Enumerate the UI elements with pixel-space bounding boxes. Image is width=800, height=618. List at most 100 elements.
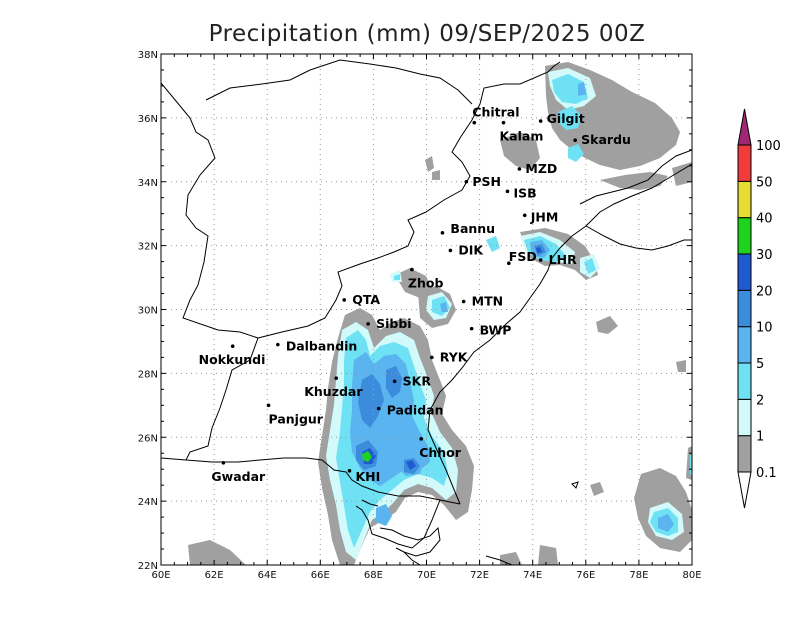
city-label: Khuzdar bbox=[304, 384, 363, 399]
city-marker: Sibbi bbox=[366, 316, 412, 331]
city-dot bbox=[266, 403, 271, 408]
city-dot bbox=[430, 355, 434, 360]
city-markers: Chitral Gilgit Kalam Skardu MZD PSH ISB JHM Bann… bbox=[199, 105, 631, 484]
city-dot bbox=[522, 213, 527, 218]
coastline-west bbox=[161, 457, 461, 505]
lon-tick-label: 68E bbox=[364, 570, 383, 581]
city-dot bbox=[448, 248, 453, 253]
city-label: QTA bbox=[352, 292, 380, 307]
map-title: Precipitation (mm) 09/SEP/2025 00Z bbox=[209, 21, 646, 47]
city-dot bbox=[419, 437, 423, 441]
colorbar-below-arrow bbox=[737, 471, 752, 509]
colorbar-segment bbox=[737, 144, 752, 182]
axis-ticks: 60E 62E 64E 66E 68E 70E 72E 74E 76E 78E 80E 22N 24N 2… bbox=[138, 50, 702, 581]
lat-tick-label: 24N bbox=[138, 497, 158, 508]
city-dot bbox=[469, 326, 474, 331]
iran-afghanistan-border bbox=[161, 82, 259, 339]
pakistan-india-border bbox=[427, 163, 692, 505]
city-label: Skardu bbox=[581, 132, 631, 147]
coastline-india-west bbox=[355, 499, 441, 549]
city-marker: Padidan bbox=[376, 403, 443, 418]
lon-tick-label: 72E bbox=[470, 570, 489, 581]
lon-tick-label: 62E bbox=[205, 570, 224, 581]
city-marker: Gwadar bbox=[211, 461, 266, 484]
lon-tick-label: 60E bbox=[151, 570, 170, 581]
city-label: KHI bbox=[356, 469, 381, 484]
city-marker: FSD bbox=[507, 249, 537, 265]
lat-tick-label: 32N bbox=[138, 242, 158, 253]
city-marker: LHR bbox=[538, 252, 577, 267]
city-marker: SKR bbox=[392, 373, 432, 388]
city-label: Dalbandin bbox=[286, 339, 358, 354]
coastline-and-borders bbox=[161, 59, 692, 565]
city-dot bbox=[221, 461, 226, 465]
city-marker: KHI bbox=[347, 468, 381, 484]
colorbar-label: 30 bbox=[756, 248, 773, 263]
city-dot bbox=[472, 120, 477, 125]
colorbar-segment bbox=[737, 289, 752, 328]
kashmir-line bbox=[579, 149, 692, 205]
city-dot bbox=[230, 344, 235, 349]
lon-tick-label: 78E bbox=[629, 570, 648, 581]
lat-tick-label: 38N bbox=[138, 50, 158, 61]
iran-pakistan-border bbox=[185, 337, 259, 461]
city-label: Kalam bbox=[499, 129, 543, 144]
city-marker: DIK bbox=[448, 242, 484, 257]
city-label: Bannu bbox=[450, 221, 495, 236]
city-dot bbox=[392, 379, 397, 384]
city-marker: MZD bbox=[517, 161, 557, 176]
city-marker: MTN bbox=[461, 294, 503, 309]
coast-east-segment bbox=[485, 555, 513, 565]
gulf-of-kutch bbox=[379, 526, 441, 557]
city-dot bbox=[440, 231, 445, 235]
city-marker: Zhob bbox=[408, 267, 443, 291]
colorbar-label: 40 bbox=[756, 212, 773, 227]
city-marker: QTA bbox=[342, 292, 380, 307]
city-label: MTN bbox=[472, 294, 503, 309]
island-1 bbox=[571, 481, 579, 489]
city-marker: ISB bbox=[505, 185, 537, 200]
city-marker: Panjgur bbox=[266, 403, 324, 426]
city-dot bbox=[347, 468, 352, 473]
city-dot bbox=[334, 376, 339, 380]
lat-tick-label: 36N bbox=[138, 114, 158, 125]
city-dot bbox=[538, 119, 543, 123]
city-dot bbox=[342, 298, 346, 302]
colorbar-segment bbox=[737, 326, 752, 364]
colorbar-segment bbox=[737, 180, 752, 219]
colorbar-segment bbox=[737, 253, 752, 291]
city-dot bbox=[410, 267, 414, 272]
lat-tick-label: 22N bbox=[138, 561, 158, 572]
lon-tick-label: 74E bbox=[523, 570, 542, 581]
city-dot bbox=[573, 138, 577, 143]
city-marker: JHM bbox=[522, 209, 558, 224]
colorbar-label: 2 bbox=[756, 393, 764, 408]
colorbar-label: 50 bbox=[756, 175, 773, 190]
city-label: MZD bbox=[525, 161, 557, 176]
lat-tick-label: 28N bbox=[138, 369, 158, 380]
city-dot bbox=[366, 322, 370, 326]
city-label: SKR bbox=[403, 373, 432, 388]
city-marker: PSH bbox=[464, 174, 501, 189]
city-marker: Dalbandin bbox=[276, 339, 357, 354]
city-label: Chitral bbox=[472, 105, 519, 120]
city-marker: Kalam bbox=[499, 120, 543, 144]
city-label: ISB bbox=[513, 185, 536, 200]
city-label: RYK bbox=[440, 349, 469, 364]
colorbar-segment bbox=[737, 398, 752, 437]
city-dot bbox=[464, 179, 469, 184]
lat-tick-label: 30N bbox=[138, 306, 158, 317]
city-label: Gwadar bbox=[211, 469, 266, 484]
city-marker: Bannu bbox=[440, 221, 495, 236]
northern-afghanistan-border bbox=[205, 59, 473, 105]
city-dot bbox=[501, 120, 506, 125]
city-dot bbox=[538, 258, 543, 262]
lon-tick-label: 76E bbox=[576, 570, 595, 581]
city-label: LHR bbox=[549, 252, 577, 267]
colorbar-segment bbox=[737, 217, 752, 255]
lon-tick-label: 66E bbox=[311, 570, 330, 581]
precip-shade-30 bbox=[362, 451, 372, 462]
city-label: Gilgit bbox=[547, 111, 585, 126]
city-dot bbox=[461, 299, 466, 304]
